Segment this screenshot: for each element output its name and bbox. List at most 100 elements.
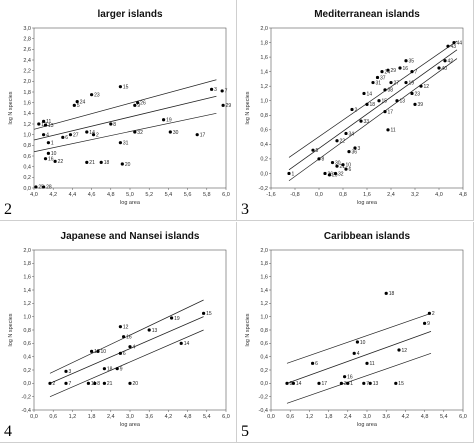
- data-point-label: 6: [65, 135, 68, 141]
- data-point: [43, 123, 48, 127]
- data-point: [68, 133, 73, 137]
- x-tick-label: 0,6: [286, 414, 294, 420]
- data-point-label: 3: [344, 381, 347, 387]
- y-tick-label: 0,8: [23, 143, 31, 149]
- data-point: [327, 173, 332, 177]
- x-tick-label: 4,8: [107, 192, 115, 198]
- y-tick-label: 0,6: [23, 341, 31, 347]
- data-point-label: 8: [290, 381, 293, 387]
- x-tick-label: 0,8: [339, 192, 347, 198]
- y-tick-label: 0,8: [260, 113, 268, 119]
- x-tick-label: 5,0: [126, 192, 134, 198]
- data-point-label: 14: [89, 130, 95, 136]
- y-tick-label: 0,4: [260, 142, 268, 148]
- data-point-label: 26: [140, 100, 146, 106]
- data-point: [419, 84, 423, 88]
- x-tick-label: 4,4: [69, 192, 77, 198]
- y-tick-label: 1,2: [260, 301, 268, 307]
- y-axis-label: log N species: [245, 91, 251, 124]
- data-point-label: 30: [173, 130, 179, 136]
- data-point-label: 6: [315, 361, 318, 367]
- data-point-label: 17: [388, 109, 394, 115]
- y-tick-label: 0,8: [23, 328, 31, 334]
- confidence-upper-line: [288, 40, 458, 158]
- y-tick-label: 0,6: [260, 128, 268, 134]
- data-point-label: 15: [398, 381, 404, 387]
- y-tick-label: 1,4: [23, 111, 31, 117]
- data-point-label: 35: [409, 59, 415, 65]
- data-point-label: 30: [335, 160, 341, 166]
- data-point-label: 21: [89, 160, 95, 166]
- x-tick-label: 0,0: [315, 192, 323, 198]
- data-point: [344, 131, 348, 136]
- data-point-label: 1: [292, 171, 295, 177]
- data-point: [136, 101, 140, 105]
- data-point: [75, 100, 79, 104]
- x-tick-label: 4,2: [165, 414, 173, 420]
- y-axis-label: log N species: [245, 313, 251, 346]
- data-point-label: 10: [101, 349, 107, 355]
- data-point-label: 29: [391, 68, 397, 74]
- data-point-label: 7: [415, 69, 418, 75]
- data-point-label: 32: [137, 130, 143, 136]
- data-point-label: 11: [391, 128, 396, 134]
- x-tick-label: 1,2: [69, 414, 77, 420]
- y-tick-label: -0,2: [259, 394, 268, 400]
- scatter-chart-caribbean-islands: Caribbean islands 5 -0,4 -0,2 0,0 0,2 0,4 0,6 0,…: [241, 231, 467, 440]
- data-point-label: 19: [409, 80, 415, 86]
- data-point-label: 24: [385, 69, 391, 75]
- data-point-label: 17: [322, 381, 328, 387]
- data-point-label: 14: [296, 381, 302, 387]
- data-point-label: 4: [357, 351, 360, 357]
- data-point: [37, 122, 41, 126]
- chart-title: Japanese and Nansei islands: [61, 231, 200, 242]
- y-tick-label: 3,0: [23, 26, 31, 32]
- x-tick-label: 5,2: [145, 192, 153, 198]
- data-point: [339, 381, 343, 385]
- data-point-label: 13: [400, 99, 406, 105]
- panel-number: 2: [4, 201, 12, 218]
- data-point-label: 19: [174, 316, 180, 322]
- panel-japanese-nansei-islands: Japanese and Nansei islands 4 -0,4 -0,2 0,0 0…: [0, 222, 237, 443]
- data-point-label: 3: [214, 87, 217, 93]
- data-point: [365, 102, 369, 106]
- data-point: [317, 157, 321, 161]
- x-tick-label: 1,8: [325, 414, 333, 420]
- y-tick-label: 1,8: [260, 40, 268, 46]
- data-point-label: 21: [107, 381, 113, 387]
- data-point: [389, 80, 393, 85]
- data-point-label: 17: [200, 132, 206, 138]
- panel-number: 3: [241, 201, 249, 218]
- data-point-label: 18: [104, 160, 110, 166]
- data-point: [386, 128, 390, 132]
- data-point-label: 9: [120, 366, 123, 372]
- x-tick-label: 6,0: [222, 414, 230, 420]
- y-tick-label: 0,2: [23, 368, 31, 374]
- regression-line: [286, 330, 432, 384]
- x-tick-label: 6,0: [222, 192, 230, 198]
- plot-frame: [270, 27, 464, 189]
- y-tick-label: 1,6: [23, 274, 31, 280]
- data-point: [72, 103, 76, 107]
- x-tick-label: 0,0: [267, 414, 275, 420]
- data-point: [85, 130, 89, 134]
- data-point: [353, 146, 357, 150]
- data-point: [90, 93, 94, 97]
- x-axis-label: log area: [357, 422, 378, 428]
- data-point-label: 25: [38, 185, 44, 191]
- y-tick-label: 0,8: [260, 328, 268, 334]
- data-point: [386, 68, 390, 72]
- x-tick-label: 0,6: [49, 414, 57, 420]
- data-point-label: 7: [69, 381, 72, 387]
- data-point-label: 12: [402, 348, 408, 354]
- data-point: [86, 381, 90, 385]
- y-tick-label: 1,0: [23, 132, 31, 138]
- y-tick-label: 0,2: [260, 157, 268, 163]
- data-point: [285, 381, 289, 385]
- y-tick-label: 2,8: [23, 36, 31, 42]
- data-point: [46, 151, 51, 155]
- data-point-label: 28: [46, 185, 52, 191]
- data-point: [133, 130, 137, 134]
- data-point: [210, 87, 214, 91]
- data-point-label: 3: [69, 369, 72, 375]
